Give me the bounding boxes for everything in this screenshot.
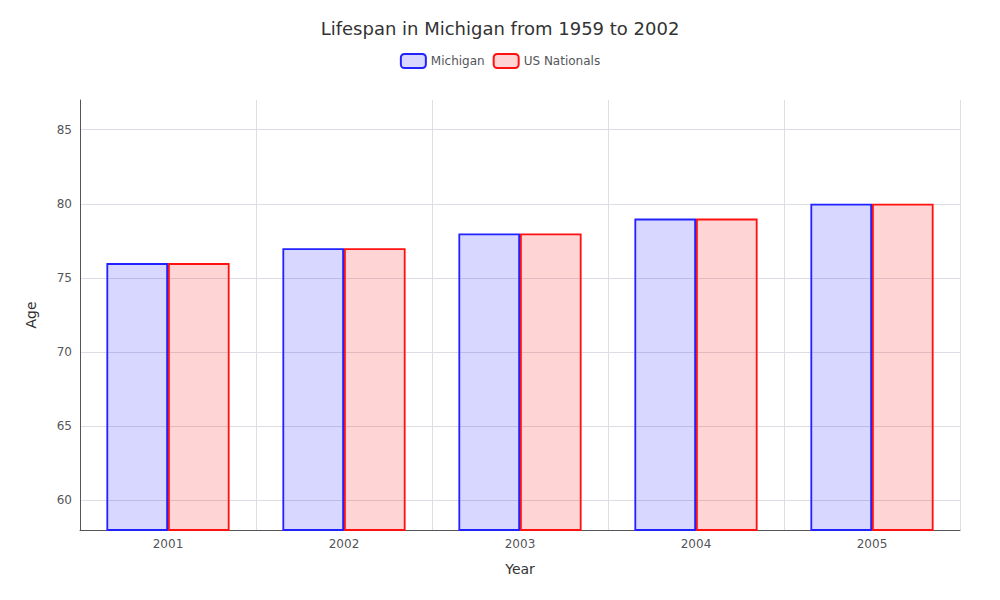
svg-text:Year: Year: [504, 561, 535, 577]
svg-text:2002: 2002: [329, 537, 360, 551]
svg-text:US Nationals: US Nationals: [524, 54, 600, 68]
svg-text:Lifespan in Michigan from 1959: Lifespan in Michigan from 1959 to 2002: [321, 18, 680, 39]
svg-text:70: 70: [57, 345, 72, 359]
svg-text:2003: 2003: [505, 537, 536, 551]
svg-text:2001: 2001: [153, 537, 184, 551]
svg-text:Age: Age: [23, 301, 39, 328]
svg-text:2005: 2005: [857, 537, 888, 551]
svg-text:Michigan: Michigan: [431, 54, 485, 68]
svg-text:80: 80: [57, 197, 72, 211]
svg-text:85: 85: [57, 123, 72, 137]
svg-text:2004: 2004: [681, 537, 712, 551]
svg-text:65: 65: [57, 419, 72, 433]
svg-text:75: 75: [57, 271, 72, 285]
svg-text:60: 60: [57, 493, 72, 507]
